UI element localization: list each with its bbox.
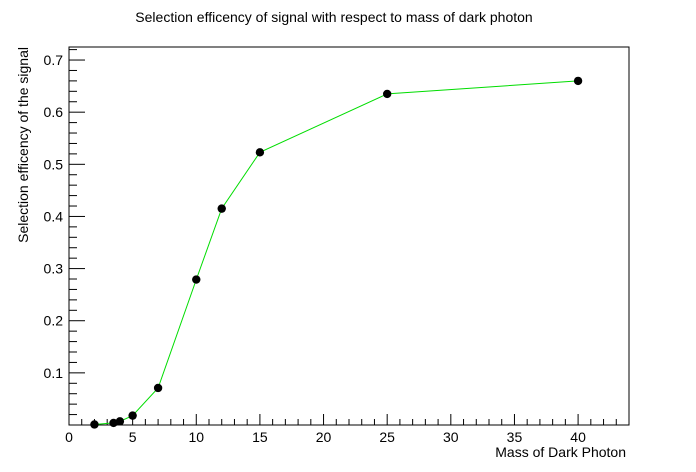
x-tick-label: 40: [570, 429, 586, 445]
data-point: [90, 420, 99, 429]
x-tick-label: 25: [379, 429, 395, 445]
y-tick-label: 0.1: [44, 365, 64, 381]
data-point: [255, 148, 265, 157]
x-axis: 0 5 10 15 20 25 30 35 40: [65, 414, 630, 445]
x-tick-label: 0: [65, 429, 73, 445]
y-tick-label: 0.4: [44, 208, 64, 224]
data-point: [217, 204, 226, 213]
y-tick-label: 0.2: [44, 313, 64, 329]
series-line: [94, 80, 579, 425]
x-tick-label: 35: [507, 429, 523, 445]
x-tick-label: 5: [129, 429, 137, 445]
x-tick-label: 20: [316, 429, 332, 445]
y-tick-label: 0.6: [44, 104, 64, 120]
x-tick-label: 30: [443, 429, 459, 445]
series-layer: [90, 76, 583, 429]
data-point: [573, 76, 583, 86]
x-axis-label: Mass of Dark Photon: [495, 444, 626, 460]
plot-frame: [68, 46, 630, 426]
x-tick-label: 10: [188, 429, 204, 445]
data-point: [109, 418, 118, 428]
y-axis-label: Selection efficency of the signal: [15, 47, 31, 243]
y-tick-label: 0.5: [44, 156, 64, 172]
data-point: [115, 417, 125, 426]
y-tick-label: 0.7: [44, 52, 64, 68]
y-axis: 0.1 0.2 0.3 0.4 0.5 0.6 0.7: [44, 49, 85, 426]
data-point: [153, 383, 163, 393]
data-point: [382, 89, 392, 99]
chart-title: Selection efficency of signal with respe…: [135, 9, 532, 25]
x-tick-label: 15: [252, 429, 268, 445]
y-tick-label: 0.3: [44, 261, 64, 277]
data-point: [128, 411, 137, 420]
data-point: [192, 275, 201, 284]
